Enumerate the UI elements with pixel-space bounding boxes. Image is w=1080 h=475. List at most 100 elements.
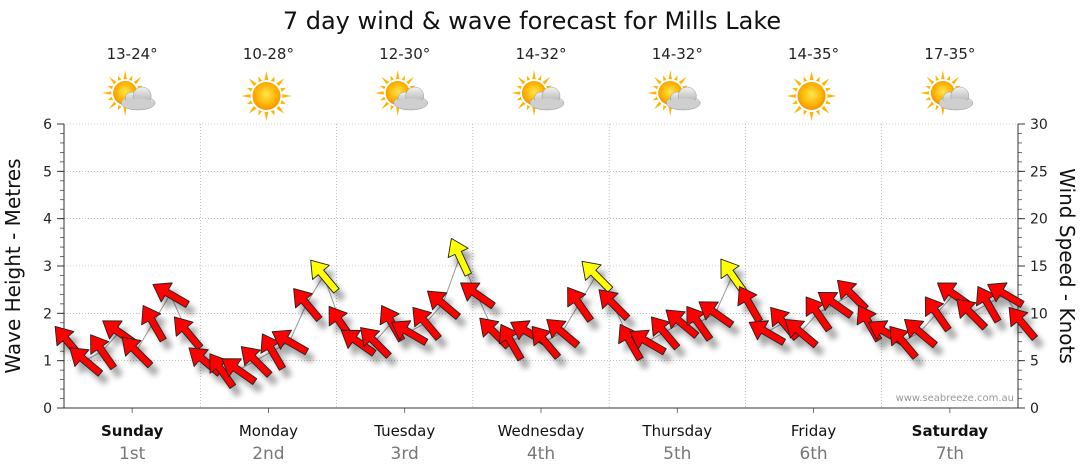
sun-ray xyxy=(247,87,253,92)
right-tick-label: 15 xyxy=(1030,259,1048,275)
sun-ray xyxy=(792,100,798,105)
sun-ray xyxy=(396,70,400,80)
wind-arrow xyxy=(987,282,1025,308)
left-tick-label: 5 xyxy=(43,164,52,180)
temperature-range: 12-30° xyxy=(379,45,430,63)
sun-ray xyxy=(270,76,275,83)
day-name: Thursday xyxy=(641,422,712,440)
sun-ray xyxy=(825,100,831,105)
sun-ray xyxy=(827,94,837,98)
sun-ray xyxy=(809,71,814,81)
wind-arrow xyxy=(498,323,525,362)
left-tick-label: 0 xyxy=(43,401,52,417)
day-name: Saturday xyxy=(912,422,989,440)
wind-arrow xyxy=(720,258,748,295)
wind-arrow xyxy=(975,286,1002,324)
sun-disc xyxy=(797,82,826,110)
sun-ray xyxy=(117,75,122,81)
right-tick-label: 30 xyxy=(1030,117,1048,133)
day-name: Monday xyxy=(239,422,298,440)
sun-ray xyxy=(919,91,929,95)
sun-disc xyxy=(252,82,281,110)
right-axis-label: Wind Speed - Knots xyxy=(1055,168,1079,364)
sun-ray xyxy=(935,105,940,111)
sun-ray xyxy=(925,85,931,90)
wind-arrow xyxy=(310,259,340,294)
wind-arrow xyxy=(817,291,854,319)
sun-ray xyxy=(537,75,542,81)
partly-cloudy-icon xyxy=(102,70,156,116)
wind-arrow xyxy=(240,346,273,378)
cloud-shape xyxy=(666,86,701,111)
sun-ray xyxy=(516,96,522,101)
wind-arrow xyxy=(340,329,377,357)
wind-arrow xyxy=(686,305,714,342)
sun-ray xyxy=(258,76,263,83)
sun-ray xyxy=(532,106,536,116)
sun-ray xyxy=(532,70,536,80)
wind-arrow xyxy=(121,336,154,369)
partly-cloudy-icon xyxy=(919,70,974,116)
chart-title: 7 day wind & wave forecast for Mills Lak… xyxy=(283,7,781,35)
temperature-range: 17-35° xyxy=(924,45,975,63)
wind-arrow xyxy=(69,347,104,377)
sun-ray xyxy=(406,76,414,85)
sun-ray xyxy=(803,76,808,83)
sun-ray xyxy=(128,75,133,81)
sun-ray xyxy=(247,100,253,105)
sun-ray xyxy=(390,105,394,111)
wind-arrow xyxy=(650,316,681,351)
sun-ray xyxy=(282,94,292,98)
sun-ray xyxy=(264,71,269,81)
sun-ray xyxy=(803,109,808,116)
sun-ray xyxy=(381,76,390,85)
sun-ray xyxy=(516,85,522,90)
sun-ray xyxy=(792,87,798,92)
wind-arrow xyxy=(805,296,833,333)
day-name: Tuesday xyxy=(373,422,435,440)
day-name: Friday xyxy=(791,422,837,440)
weather-icons xyxy=(102,70,974,121)
sun-ray xyxy=(276,105,285,114)
wind-arrow xyxy=(618,323,644,362)
day-date: 4th xyxy=(527,444,555,464)
temperature-range: 14-32° xyxy=(652,45,703,63)
sun-ray xyxy=(951,76,960,85)
right-tick-label: 0 xyxy=(1030,401,1039,417)
sun-ray xyxy=(241,94,251,98)
cloud-shape xyxy=(938,86,974,111)
sun-ray xyxy=(793,105,802,114)
temperature-range: 13-24° xyxy=(107,45,158,63)
sun-ray xyxy=(123,70,127,80)
wind-arrow xyxy=(447,237,472,277)
sun-ray xyxy=(380,96,386,101)
sun-ray xyxy=(107,85,113,90)
left-tick-label: 6 xyxy=(43,117,52,133)
partly-cloudy-icon xyxy=(647,70,701,116)
day-date: 3rd xyxy=(391,444,419,464)
sun-ray xyxy=(102,91,112,95)
sun-ray xyxy=(390,75,394,81)
wind-arrow xyxy=(904,318,938,349)
sun-ray xyxy=(935,75,940,81)
sun-ray xyxy=(786,94,796,98)
sunny-icon xyxy=(241,71,292,121)
day-date: 7th xyxy=(936,444,964,464)
watermark: www.seabreeze.com.au xyxy=(896,393,1014,404)
sun-ray xyxy=(821,105,830,114)
wind-arrow xyxy=(412,307,442,341)
sun-ray xyxy=(280,87,286,92)
sun-ray xyxy=(511,91,521,95)
sun-ray xyxy=(652,85,659,90)
sun-ray xyxy=(280,100,286,105)
sun-ray xyxy=(668,106,672,116)
wind-arrow xyxy=(173,316,204,351)
sun-ray xyxy=(654,101,662,110)
sun-ray xyxy=(793,78,802,87)
sun-ray xyxy=(264,111,269,121)
sun-ray xyxy=(809,111,814,121)
sun-ray xyxy=(123,106,127,116)
wind-arrow xyxy=(293,288,323,322)
wind-arrow xyxy=(629,329,667,356)
sun-ray xyxy=(678,76,687,85)
